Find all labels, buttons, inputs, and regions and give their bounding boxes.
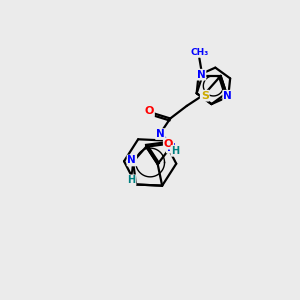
Text: N: N [197, 70, 206, 80]
Text: N: N [223, 91, 232, 101]
Text: O: O [164, 139, 173, 149]
Text: N: N [167, 142, 176, 153]
Text: H: H [171, 146, 179, 156]
Text: S: S [201, 91, 209, 101]
Text: O: O [145, 106, 154, 116]
Text: CH₃: CH₃ [190, 48, 208, 57]
Text: H: H [128, 175, 136, 185]
Text: N: N [156, 129, 165, 139]
Text: N: N [128, 155, 136, 166]
